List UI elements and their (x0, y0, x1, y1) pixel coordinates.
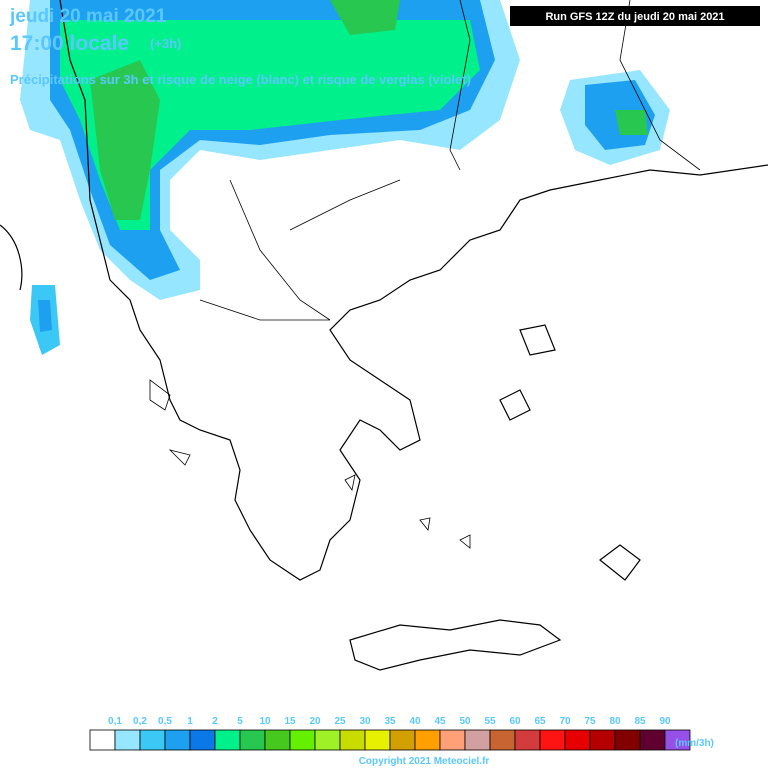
legend-swatch (164, 729, 191, 751)
legend-label: 70 (559, 716, 571, 727)
legend-label: 35 (384, 716, 396, 727)
legend-label: 30 (359, 716, 371, 727)
subtitle: Précipitations sur 3h et risque de neige… (10, 72, 471, 87)
legend-swatch (264, 729, 291, 751)
legend-swatch (614, 729, 641, 751)
date-label: jeudi 20 mai 2021 (9, 6, 167, 27)
legend-label: 75 (584, 716, 596, 727)
legend-unit: (mm/3h) (675, 738, 714, 749)
legend-swatch (89, 729, 116, 751)
legend-swatch (489, 729, 516, 751)
legend-swatch (289, 729, 316, 751)
legend-swatch (539, 729, 566, 751)
legend-label: 55 (484, 716, 496, 727)
legend-label: 85 (634, 716, 646, 727)
legend-label: 80 (609, 716, 621, 727)
legend-swatch (214, 729, 241, 751)
copyright: Copyright 2021 Meteociel.fr (359, 756, 490, 767)
legend-swatch (464, 729, 491, 751)
legend-label: 0,1 (108, 716, 122, 727)
offset-label: (+3h) (150, 36, 181, 51)
legend-swatch (514, 729, 541, 751)
legend-swatch (564, 729, 591, 751)
run-label: Run GFS 12Z du jeudi 20 mai 2021 (545, 11, 724, 23)
legend-label: 65 (534, 716, 546, 727)
legend-label: 5 (237, 716, 243, 727)
legend-label: 50 (459, 716, 471, 727)
legend-label: 2 (212, 716, 218, 727)
legend: 0,1 0,2 0,5 1 2 5 10 15 20 25 30 35 40 45 50 55 60 65 70 75… (89, 716, 691, 751)
legend-label: 25 (334, 716, 346, 727)
legend-swatch (439, 729, 466, 751)
legend-label: 1 (187, 716, 193, 727)
legend-label: 20 (309, 716, 321, 727)
legend-swatch (114, 729, 141, 751)
legend-swatch (589, 729, 616, 751)
legend-label: 0,2 (133, 716, 147, 727)
legend-swatch (389, 729, 416, 751)
legend-swatch (664, 729, 691, 751)
coastlines (0, 0, 768, 671)
legend-swatch (139, 729, 166, 751)
legend-swatch (239, 729, 266, 751)
legend-label: 45 (434, 716, 446, 727)
legend-swatch (414, 729, 441, 751)
legend-label: 0,5 (158, 716, 172, 727)
legend-swatch (189, 729, 216, 751)
legend-label: 10 (259, 716, 271, 727)
legend-label: 90 (659, 716, 671, 727)
legend-swatch (364, 729, 391, 751)
legend-swatch (639, 729, 666, 751)
legend-swatch (339, 729, 366, 751)
time-label: 17:00 locale (10, 32, 129, 55)
legend-label: 40 (409, 716, 421, 727)
run-banner (510, 6, 760, 26)
legend-label: 15 (284, 716, 296, 727)
precipitation (20, 0, 670, 355)
legend-swatch (314, 729, 341, 751)
legend-label: 60 (509, 716, 521, 727)
